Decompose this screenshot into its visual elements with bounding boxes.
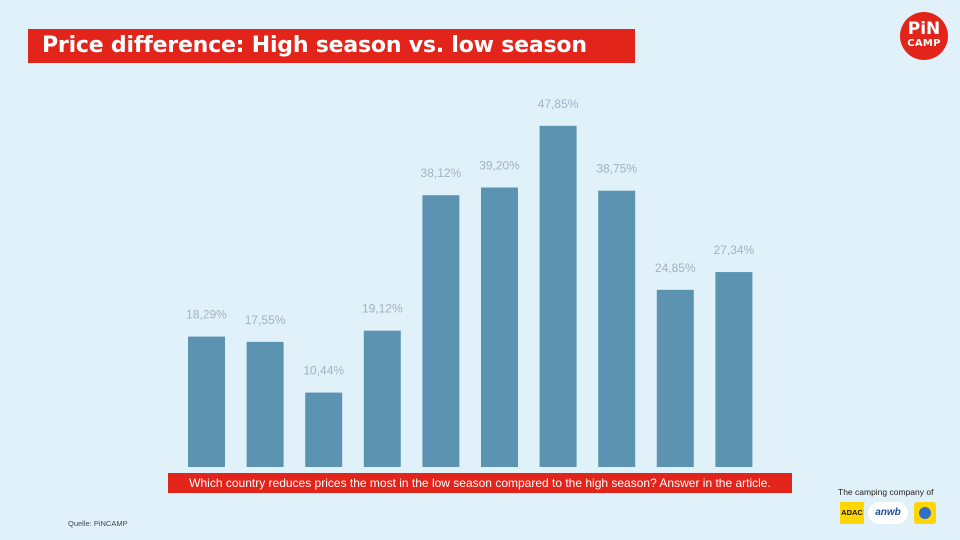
bar-6 bbox=[481, 187, 518, 467]
logo-line-2: CAMP bbox=[907, 38, 941, 49]
bar-value-label-5: 38,12% bbox=[421, 166, 462, 180]
bar-2 bbox=[246, 341, 284, 467]
question-banner: Which country reduces prices the most in… bbox=[168, 473, 792, 493]
bar-1 bbox=[188, 336, 225, 467]
bar-7 bbox=[539, 125, 577, 467]
bar-value-label-7: 47,85% bbox=[538, 97, 579, 111]
bar-5 bbox=[422, 195, 460, 467]
chart-title-banner: Price difference: High season vs. low se… bbox=[28, 29, 635, 63]
bar-value-label-9: 24,85% bbox=[655, 261, 696, 275]
logo-line-1: PiN bbox=[907, 19, 941, 39]
source-note: Quelle: PiNCAMP bbox=[68, 519, 128, 528]
pincamp-logo: PiN CAMP bbox=[900, 12, 948, 60]
anwb-logo: anwb bbox=[868, 502, 908, 524]
bar-value-label-8: 38,75% bbox=[596, 162, 637, 176]
bar-value-label-6: 39,20% bbox=[479, 159, 520, 173]
bar-10 bbox=[715, 272, 753, 467]
bar-value-label-2: 17,55% bbox=[245, 313, 286, 327]
partner-label: The camping company of bbox=[838, 487, 934, 497]
bar-3 bbox=[305, 392, 343, 467]
adac-logo: ADAC bbox=[840, 502, 864, 524]
bar-value-label-3: 10,44% bbox=[303, 364, 344, 378]
tcs-emblem-icon bbox=[914, 502, 936, 524]
bar-9 bbox=[656, 289, 694, 467]
bar-8 bbox=[598, 190, 636, 467]
bar-value-label-1: 18,29% bbox=[186, 308, 227, 322]
bar-value-label-4: 19,12% bbox=[362, 302, 403, 316]
bar-4 bbox=[363, 330, 401, 467]
bar-value-label-10: 27,34% bbox=[714, 243, 755, 257]
